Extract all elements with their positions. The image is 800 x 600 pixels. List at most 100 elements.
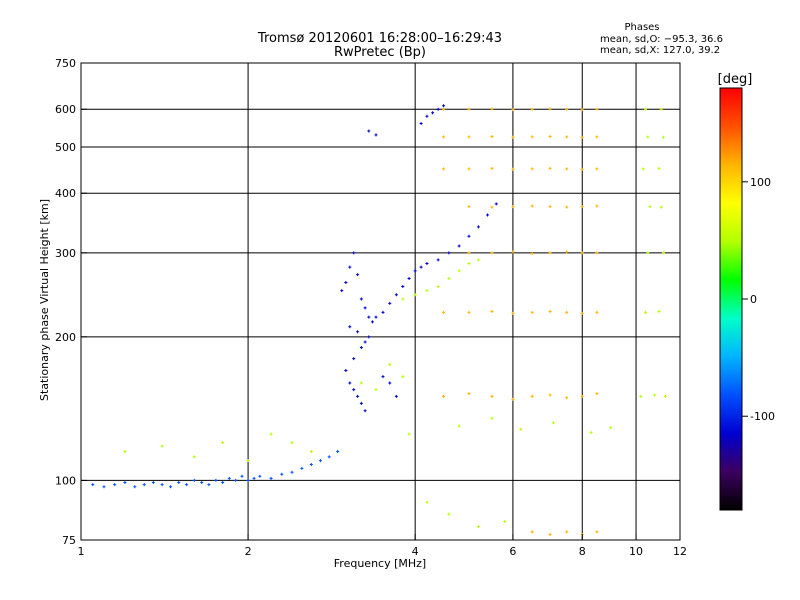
x-tick-label: 4 — [412, 545, 419, 558]
echo-point — [595, 251, 599, 255]
echo-point — [589, 431, 593, 435]
echo-point — [467, 392, 471, 396]
echo-point — [207, 483, 211, 487]
echo-point — [467, 205, 471, 209]
echo-point — [447, 277, 451, 281]
echo-point — [548, 134, 552, 138]
echo-point — [580, 167, 584, 171]
echo-point — [160, 444, 164, 448]
echo-point — [595, 530, 599, 534]
echo-point — [221, 441, 225, 445]
echo-point — [290, 470, 294, 474]
echo-point — [221, 480, 225, 484]
echo-point — [344, 280, 348, 284]
echo-point — [407, 277, 411, 281]
y-axis-ticks: 75 100 200 300 400 500 600 750 — [55, 57, 87, 547]
echo-point — [374, 133, 378, 137]
echo-point — [340, 289, 344, 293]
echo-point — [490, 251, 494, 255]
chart-title: Tromsø 20120601 16:28:00–16:29:43 — [257, 31, 502, 46]
echo-point — [214, 478, 218, 482]
echo-point — [352, 388, 356, 392]
echo-point — [657, 309, 661, 313]
x-axis-ticks: 1 2 4 6 8 10 12 — [78, 534, 687, 558]
echo-point — [530, 252, 534, 256]
echo-point — [565, 310, 569, 314]
echo-point — [442, 107, 446, 111]
echo-point — [595, 167, 599, 171]
echo-point — [394, 394, 398, 398]
echo-point — [530, 530, 534, 534]
echo-point — [356, 394, 360, 398]
echo-point — [151, 480, 155, 484]
echo-point — [363, 340, 367, 344]
echo-point — [185, 483, 189, 487]
y-tick-label: 750 — [55, 57, 76, 70]
echo-point — [309, 449, 313, 453]
echo-point — [595, 392, 599, 396]
echo-point — [548, 107, 552, 111]
x-tick-label: 2 — [245, 545, 252, 558]
echo-point — [413, 269, 417, 273]
echo-point — [240, 474, 244, 478]
echo-point — [258, 474, 262, 478]
echo-point — [401, 375, 405, 379]
y-tick-label: 400 — [55, 187, 76, 200]
phases-heading: Phases — [624, 22, 659, 33]
echo-point — [511, 135, 515, 139]
echo-point — [548, 166, 552, 170]
colorbar-tick-label: 0 — [750, 293, 757, 306]
echo-point — [565, 107, 569, 111]
echo-point — [659, 205, 663, 209]
echo-point — [646, 135, 650, 139]
echo-point — [363, 409, 367, 413]
echo-point — [661, 251, 665, 255]
echo-point — [327, 455, 331, 459]
echo-point — [580, 251, 584, 255]
echo-point — [565, 167, 569, 171]
echo-point — [102, 485, 106, 489]
echo-point — [169, 485, 173, 489]
colorbar-tick-label: -100 — [750, 410, 775, 423]
echo-point — [467, 234, 471, 238]
echo-point — [348, 325, 352, 329]
echo-point — [609, 426, 613, 430]
echo-point — [457, 244, 461, 248]
y-tick-label: 75 — [62, 534, 76, 547]
echo-point — [442, 104, 446, 108]
y-tick-label: 100 — [55, 474, 76, 487]
echo-point — [490, 394, 494, 398]
phases-o-stats: mean, sd,O: −95.3, 36.6 — [600, 34, 723, 45]
echo-point — [657, 166, 661, 170]
echo-point — [644, 310, 648, 314]
echo-point — [548, 205, 552, 209]
echo-point — [367, 315, 371, 319]
echo-point — [234, 478, 238, 482]
echo-point — [457, 424, 461, 428]
echo-point — [123, 480, 127, 484]
echo-point — [467, 310, 471, 314]
echo-point — [318, 459, 322, 463]
echo-point — [548, 393, 552, 397]
echo-point — [467, 261, 471, 265]
echo-point — [519, 427, 523, 431]
x-tick-label: 10 — [629, 545, 643, 558]
echo-point — [467, 107, 471, 111]
echo-point — [374, 315, 378, 319]
echo-point — [370, 320, 374, 324]
phases-x-stats: mean, sd,X: 127.0, 39.2 — [600, 45, 720, 56]
x-axis-label: Frequency [MHz] — [334, 557, 426, 570]
y-tick-label: 300 — [55, 247, 76, 260]
echo-point — [447, 512, 451, 516]
colorbar-tick-label: 100 — [750, 176, 771, 189]
echo-point — [348, 381, 352, 385]
echo-point — [442, 394, 446, 398]
echo-point — [227, 476, 231, 480]
echo-point — [511, 311, 515, 315]
echo-point — [447, 251, 451, 255]
echo-point — [595, 107, 599, 111]
echo-point — [486, 213, 490, 217]
echo-point — [431, 111, 435, 115]
echo-point — [388, 381, 392, 385]
echo-point — [646, 251, 650, 255]
